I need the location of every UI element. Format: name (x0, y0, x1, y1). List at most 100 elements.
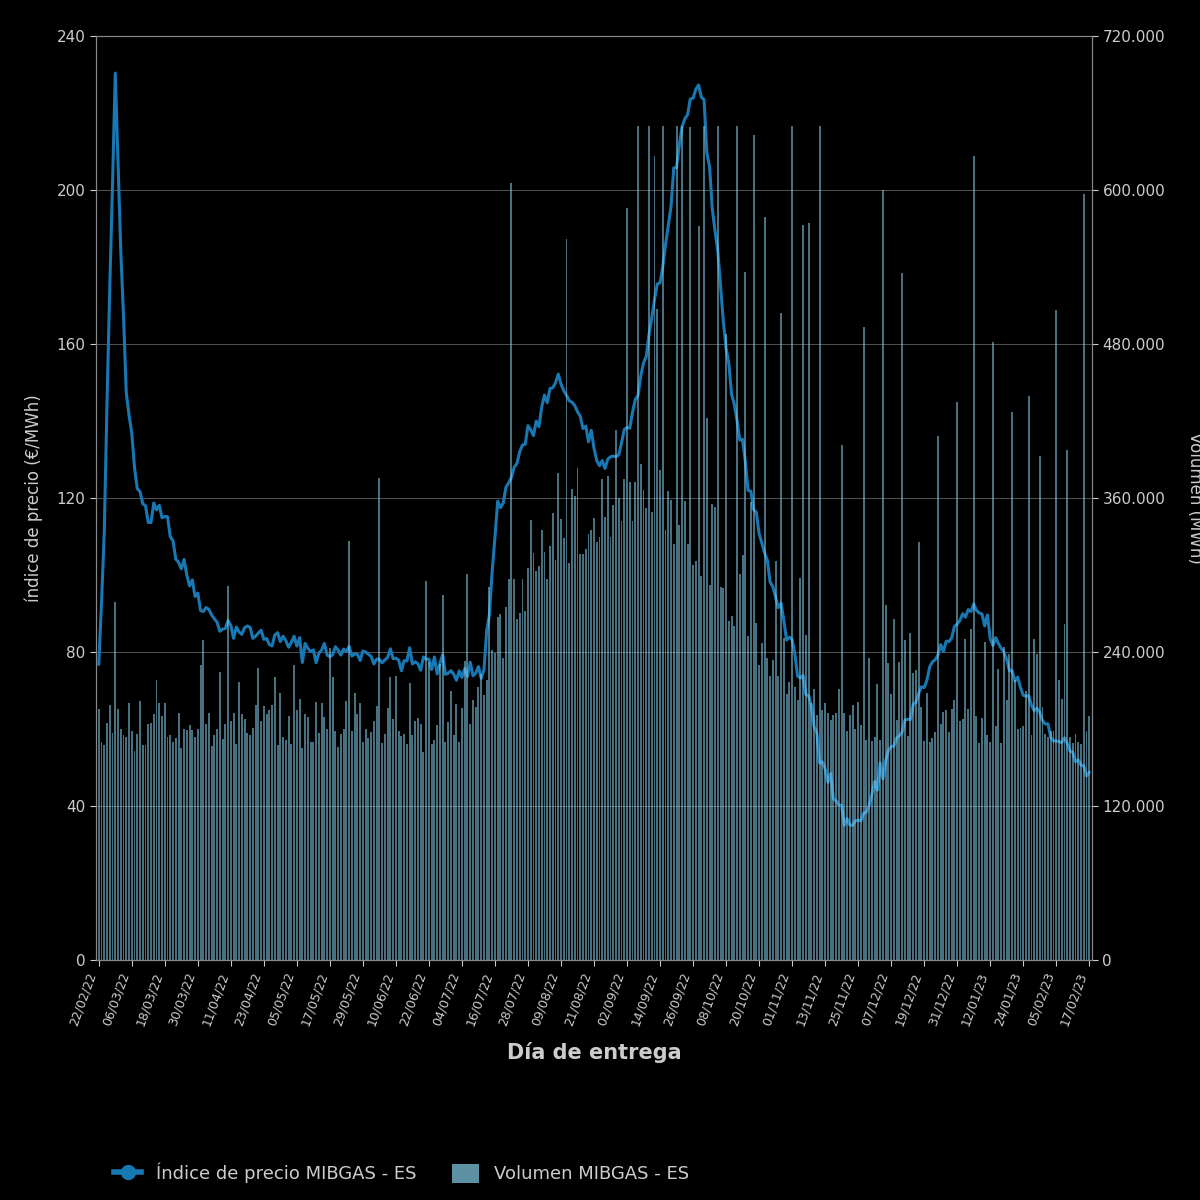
Bar (910, 634, 911, 960)
Bar (114, 602, 116, 960)
Bar (731, 616, 732, 960)
Bar (382, 744, 383, 960)
Bar (1003, 647, 1004, 960)
Bar (599, 536, 600, 960)
Bar (989, 742, 991, 960)
Bar (997, 670, 1000, 960)
Bar (950, 709, 953, 960)
Bar (354, 692, 355, 960)
Bar (720, 587, 721, 960)
Bar (640, 464, 642, 960)
Bar (346, 701, 347, 960)
Bar (931, 738, 934, 960)
Bar (550, 546, 551, 960)
Bar (824, 703, 826, 960)
Bar (1012, 412, 1013, 960)
Bar (914, 670, 917, 960)
Bar (1050, 731, 1051, 960)
Bar (359, 703, 361, 960)
Bar (335, 731, 336, 960)
Bar (1031, 734, 1032, 960)
Bar (920, 707, 923, 960)
Bar (362, 742, 364, 960)
Bar (1072, 743, 1074, 960)
Bar (841, 445, 842, 960)
Bar (420, 724, 421, 960)
Bar (682, 126, 683, 960)
Bar (343, 728, 344, 960)
Bar (376, 706, 378, 960)
Bar (808, 222, 810, 960)
Bar (616, 431, 617, 960)
Bar (310, 742, 312, 960)
Bar (246, 733, 248, 960)
Bar (678, 526, 680, 960)
Bar (1020, 728, 1021, 960)
Bar (1088, 716, 1091, 960)
Bar (890, 694, 892, 960)
Bar (1025, 691, 1027, 960)
Bar (1058, 680, 1060, 960)
Bar (736, 126, 738, 960)
Bar (646, 508, 647, 960)
Bar (918, 542, 919, 960)
Bar (494, 653, 496, 960)
Bar (604, 517, 606, 960)
Bar (1033, 638, 1036, 960)
Bar (518, 613, 521, 960)
Bar (101, 742, 102, 960)
Bar (428, 661, 430, 960)
Bar (324, 718, 325, 960)
Bar (582, 553, 584, 960)
Bar (1016, 730, 1019, 960)
Bar (486, 680, 487, 960)
Bar (763, 217, 766, 960)
Bar (288, 715, 289, 960)
Bar (782, 637, 785, 960)
Bar (118, 709, 119, 960)
Bar (131, 731, 133, 960)
Bar (505, 607, 506, 960)
Bar (786, 695, 787, 960)
Bar (838, 689, 840, 960)
Bar (940, 725, 942, 960)
Bar (956, 402, 958, 960)
Bar (829, 720, 832, 960)
Bar (469, 724, 472, 960)
Bar (508, 578, 510, 960)
Bar (331, 677, 334, 960)
Bar (472, 700, 474, 960)
Bar (876, 684, 878, 960)
Bar (210, 745, 212, 960)
Bar (373, 720, 374, 960)
Bar (744, 272, 746, 960)
Bar (280, 692, 281, 960)
X-axis label: Día de entrega: Día de entrega (506, 1042, 682, 1063)
Bar (946, 709, 947, 960)
Bar (637, 126, 638, 960)
Bar (667, 492, 670, 960)
Bar (662, 126, 664, 960)
Bar (254, 704, 257, 960)
Bar (778, 676, 779, 960)
Bar (431, 744, 433, 960)
Bar (172, 742, 174, 960)
Bar (524, 611, 526, 960)
Bar (348, 541, 350, 960)
Bar (607, 476, 608, 960)
Bar (178, 713, 180, 960)
Bar (980, 718, 983, 960)
Bar (739, 575, 740, 960)
Bar (571, 490, 572, 960)
Bar (827, 713, 829, 960)
Bar (733, 626, 736, 960)
Bar (257, 668, 259, 960)
Bar (218, 672, 221, 960)
Bar (588, 534, 589, 960)
Bar (538, 565, 540, 960)
Bar (214, 736, 215, 960)
Bar (659, 469, 661, 960)
Bar (995, 726, 997, 960)
Bar (557, 473, 559, 960)
Bar (1044, 734, 1046, 960)
